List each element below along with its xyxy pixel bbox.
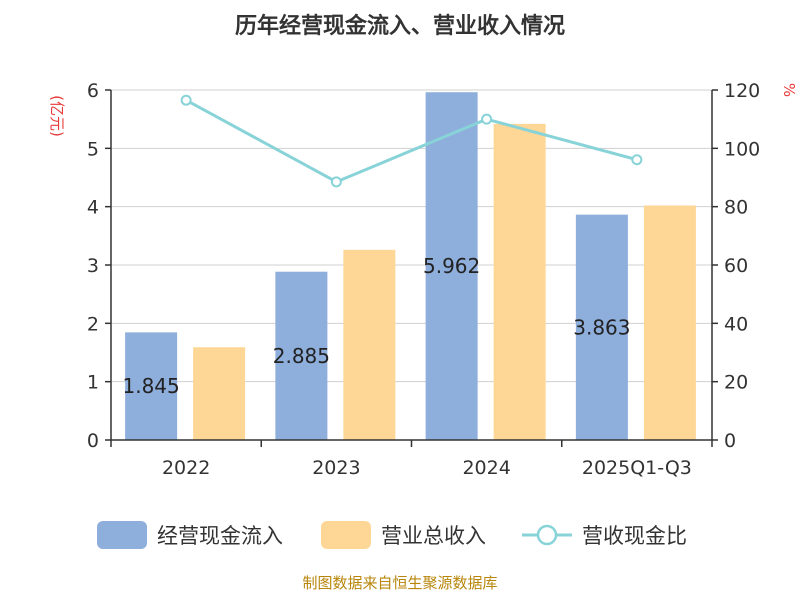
left-tick-label: 6 xyxy=(87,80,99,102)
bar-cash-inflow xyxy=(425,92,478,440)
right-tick-label: 120 xyxy=(724,80,760,102)
data-label-cash-inflow: 1.845 xyxy=(122,374,179,398)
bar-cash-inflow xyxy=(125,332,178,440)
line-series xyxy=(180,94,643,188)
right-tick-label: 100 xyxy=(724,138,760,160)
left-tick-label: 4 xyxy=(87,197,99,219)
bar-series xyxy=(125,92,696,440)
legend-label-cash-inflow: 经营现金流入 xyxy=(157,524,283,548)
data-label-cash-inflow: 3.863 xyxy=(573,315,630,339)
legend-label-total-revenue: 营业总收入 xyxy=(381,524,486,548)
bar-total-revenue xyxy=(193,347,246,440)
cash-revenue-ratio-line xyxy=(185,98,638,184)
legend-marker-ratio xyxy=(536,524,558,546)
cash-revenue-ratio-point xyxy=(631,154,643,166)
legend: 经营现金流入 营业总收入 营收现金比 xyxy=(97,521,687,549)
data-label-cash-inflow: 2.885 xyxy=(273,344,330,368)
bar-total-revenue xyxy=(493,123,546,440)
bar-cash-inflow xyxy=(575,214,628,440)
left-tick-label: 1 xyxy=(87,372,99,394)
bar-total-revenue xyxy=(343,249,396,440)
cash-revenue-ratio-point xyxy=(481,113,493,125)
right-tick-label: 40 xyxy=(724,313,748,335)
left-tick-label: 0 xyxy=(87,430,99,452)
right-tick-label: 60 xyxy=(724,255,748,277)
data-labels: 1.845 2.885 5.962 3.863 xyxy=(122,254,630,398)
right-tick-label: 20 xyxy=(724,372,748,394)
right-tick-label: 0 xyxy=(724,430,736,452)
left-axis-unit: (亿元) xyxy=(48,95,66,137)
source-note: 制图数据来自恒生聚源数据库 xyxy=(302,574,497,592)
x-tick-label: 2023 xyxy=(312,457,360,479)
legend-swatch-total-revenue xyxy=(321,521,371,549)
cash-revenue-ratio-point xyxy=(330,176,342,188)
left-tick-label: 3 xyxy=(87,255,99,277)
legend-label-ratio: 营收现金比 xyxy=(582,524,687,548)
left-tick-label: 2 xyxy=(87,313,99,335)
x-tick-label: 2025Q1-Q3 xyxy=(582,457,692,479)
legend-swatch-cash-inflow xyxy=(97,521,147,549)
cash-revenue-ratio-point xyxy=(180,94,192,106)
x-tick-label: 2022 xyxy=(162,457,210,479)
x-tick-label: 2024 xyxy=(462,457,510,479)
chart-title: 历年经营现金流入、营业收入情况 xyxy=(235,13,565,39)
right-tick-label: 80 xyxy=(724,197,748,219)
right-axis-unit: % xyxy=(780,83,798,97)
bar-total-revenue xyxy=(643,205,696,440)
bar-cash-inflow xyxy=(275,271,328,440)
data-label-cash-inflow: 5.962 xyxy=(423,254,480,278)
left-tick-label: 5 xyxy=(87,138,99,160)
